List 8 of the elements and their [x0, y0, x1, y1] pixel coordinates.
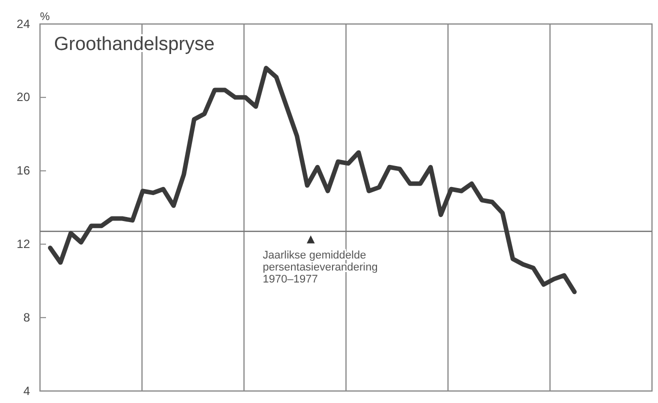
y-tick-label: 16 [16, 164, 30, 178]
y-axis-title: % [40, 11, 50, 23]
y-tick-label: 20 [16, 90, 30, 104]
y-tick-label: 8 [23, 310, 30, 324]
y-tick-label: 4 [23, 384, 30, 398]
line-series [48, 66, 577, 294]
y-tick-label: 24 [16, 16, 30, 31]
y-tick-label: 12 [16, 237, 30, 252]
